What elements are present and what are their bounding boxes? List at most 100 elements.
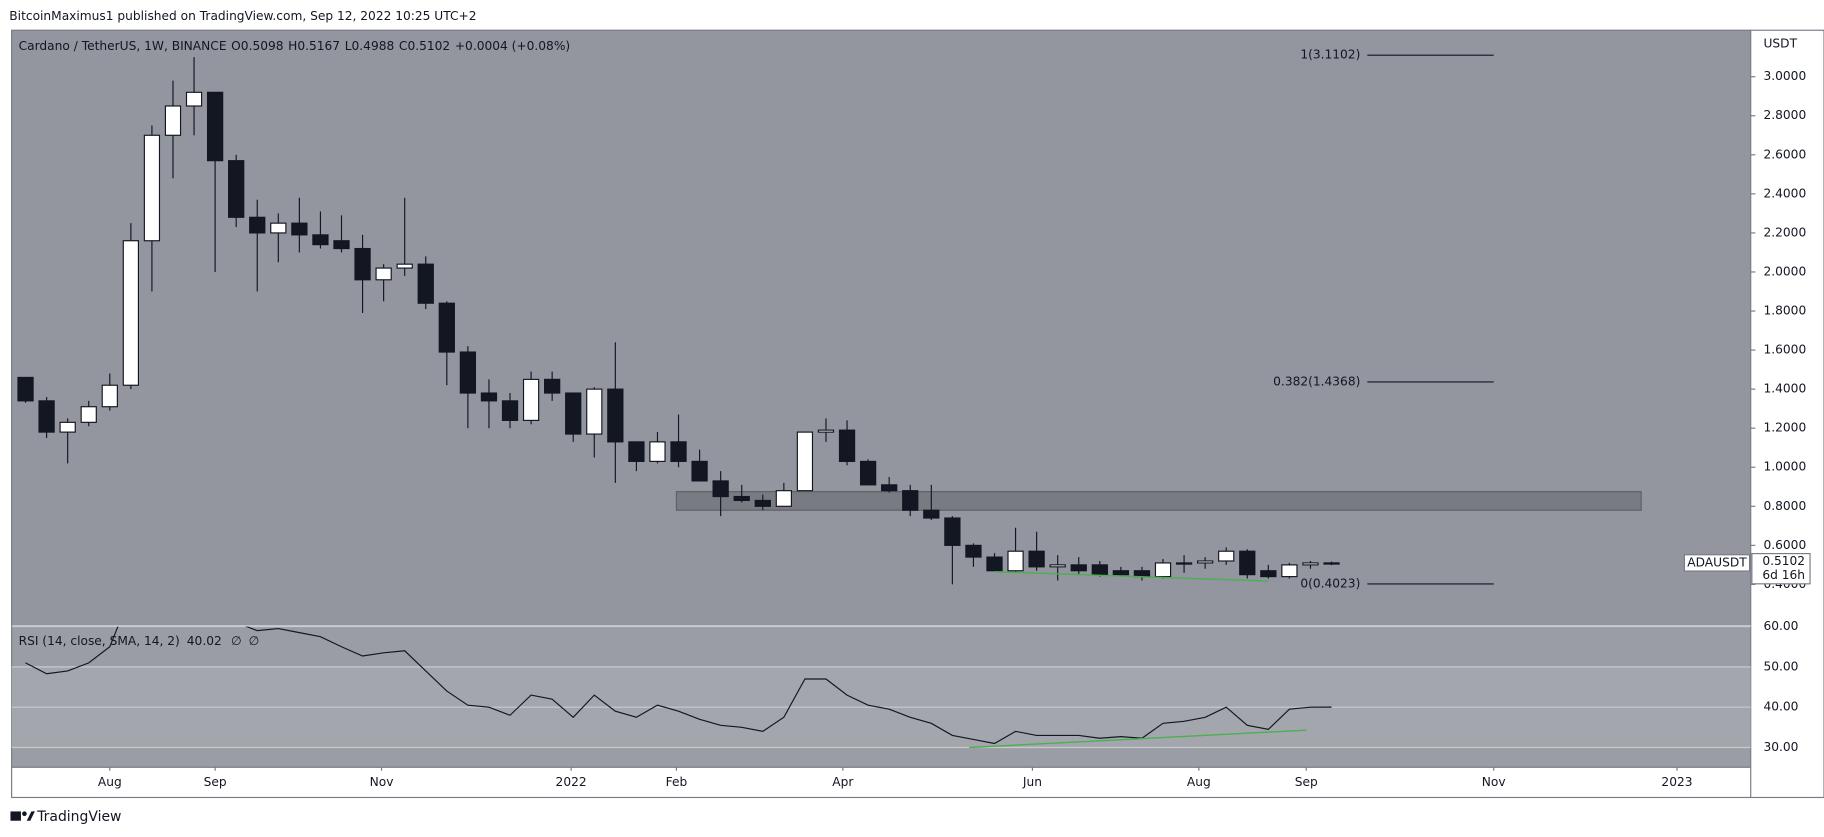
candle-body [775,490,792,507]
candle-body [607,388,624,443]
countdown: 6d 16h [1762,568,1805,582]
x-tick-label: Feb [666,775,688,789]
candle-body [902,490,919,511]
ohlc-letter: H [288,39,297,53]
ohlc-value: 0.4988 [352,39,395,53]
rsi-tick-label: 50.00 [1764,659,1799,673]
x-tick-label: Sep [204,775,227,789]
rsi-title: RSI (14, close, SMA, 14, 2) [19,634,180,648]
candle-body [164,105,182,136]
rsi-tick-label: 60.00 [1764,619,1799,633]
fib-label: 0(0.4023) [1300,576,1360,590]
price-plot [17,57,1642,585]
footer-brand: TradingView [36,809,121,825]
y-tick-label: 2.0000 [1764,264,1807,278]
candle-body [1091,564,1108,576]
candle-body [59,421,76,433]
candle-body [649,441,666,462]
candle-body [312,234,329,246]
candle-body [80,406,97,423]
frame [11,29,1824,799]
candle-body [965,544,982,558]
ohlc-value: 0.5102 [407,39,450,53]
candle-body [1218,550,1235,562]
candle-body [291,222,308,236]
candle-body [1302,562,1319,566]
candle-body [185,91,203,107]
candle-body [712,480,729,498]
candle-body [586,388,603,435]
price-scale [1750,30,1824,798]
fib-label: 0.382(1.4368) [1273,374,1360,388]
candle-body [354,247,371,281]
rsi-tick-label: 40.00 [1764,700,1799,714]
x-tick-label: 2023 [1661,775,1692,789]
candle-body [1260,570,1277,578]
support-line [994,571,1269,582]
x-tick-label: Nov [1482,775,1506,789]
rsi-plot [11,626,1751,749]
candle-body [249,216,266,234]
y-tick-label: 1.2000 [1764,421,1807,435]
candle-body [1239,550,1256,576]
y-tick-label: 0.8000 [1764,499,1807,513]
candle-body [480,392,498,402]
candle-body [733,495,750,502]
y-tick-label: 2.2000 [1764,225,1807,239]
y-tick-label: 2.6000 [1764,147,1807,161]
price-tag-bg [1751,553,1811,585]
candle-body [691,460,708,482]
candle-body [1112,570,1130,576]
y-tick-label: 3.0000 [1764,69,1807,83]
candle-body [143,134,161,242]
candle-body [396,263,413,269]
candle-body [859,460,877,486]
rsi-extra: ∅ [249,634,260,648]
candle-body [881,484,898,492]
ohlc-value: 0.5098 [241,39,284,53]
candle-body [1154,562,1172,578]
series-title: Cardano / TetherUS, 1W, BINANCE [19,39,227,53]
ohlc-letter: O [231,39,241,53]
candle-body [1175,562,1193,565]
x-tick-label: Sep [1295,775,1318,789]
candle-body [459,351,477,394]
candle-body [1007,550,1024,572]
candle-body [670,441,687,462]
candle-body [565,392,582,435]
y-tick-label: 2.8000 [1764,108,1807,122]
x-tick-label: Aug [98,775,122,789]
tv-logo [10,811,35,821]
overlay: USDT0.40000.60000.80001.00001.20001.4000… [19,37,1811,789]
x-tick-label: Nov [370,775,394,789]
y-tick-label: 2.4000 [1764,186,1807,200]
candle-body [817,429,835,433]
rsi-line [25,626,1332,745]
candle-body [17,376,34,402]
candle-body [1281,564,1298,578]
candle-body [1133,570,1151,578]
price-pane [11,30,1751,626]
x-tick-label: 2022 [556,775,587,789]
symbol-tag: ADAUSDT [1687,555,1747,569]
candle-body [375,267,392,281]
y-tick-label: 0.6000 [1764,538,1807,552]
candle-body [333,240,350,250]
y-tick-label: 1.6000 [1764,343,1807,357]
candle-body [1070,564,1087,572]
candle-body [796,431,814,492]
candle-body [206,91,224,162]
rsi-value: 40.02 [187,634,222,648]
candle-body [101,384,118,408]
candle-body [438,302,455,353]
y-tick-label: 1.4000 [1764,382,1807,396]
x-tick-label: Jun [1022,775,1042,789]
candle-body [501,400,519,421]
candle-body [522,378,540,421]
candle-body [270,222,287,234]
candle-body [122,240,140,386]
price-tag: 0.5102 [1762,554,1805,568]
y-tick-label: 1.0000 [1764,460,1807,474]
